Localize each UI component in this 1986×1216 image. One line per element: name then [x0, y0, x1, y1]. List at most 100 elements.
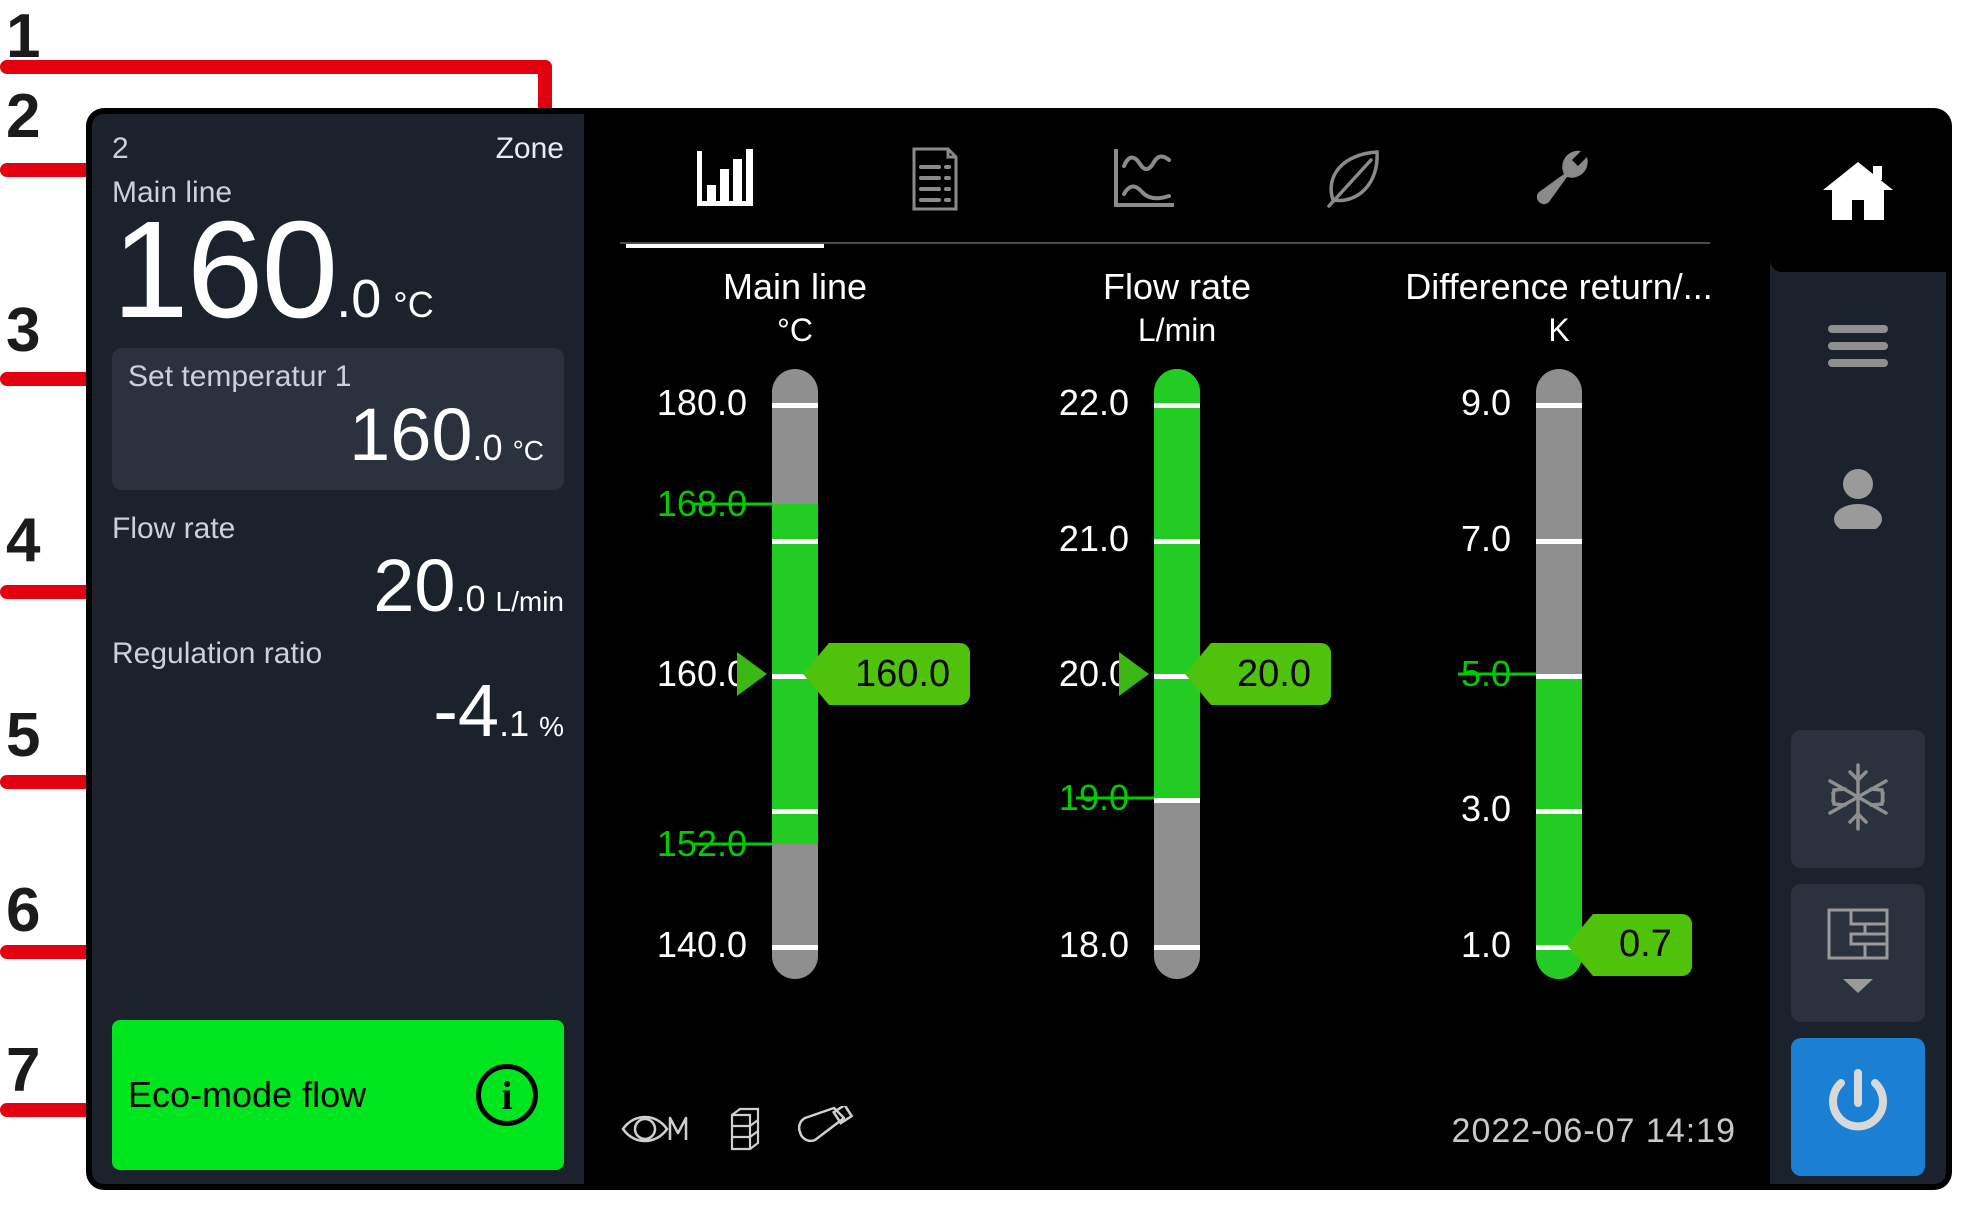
eye-monitor-icon[interactable] [620, 1107, 696, 1156]
gauge-2-label-22: 22.0 [1058, 382, 1129, 424]
info-icon[interactable]: i [476, 1064, 538, 1126]
gauge-3-body[interactable]: 9.0 7.0 5.0 3.0 1.0 0.7 [1368, 369, 1750, 979]
user-icon [1826, 467, 1890, 534]
gauge-2-tick-19 [1154, 798, 1200, 804]
callout-number-4: 4 [6, 506, 41, 575]
right-sidebar [1770, 114, 1946, 1184]
tab-document-list[interactable] [830, 120, 1040, 238]
gauge-2-title: Flow rate [1102, 266, 1252, 307]
gauge-2-fill [1154, 369, 1200, 799]
power-button[interactable] [1791, 1038, 1925, 1176]
menu-button[interactable] [1770, 272, 1946, 424]
gauge-2-tick-18 [1154, 944, 1200, 950]
tab-bar-chart[interactable] [620, 120, 830, 248]
gauge-3-leader-5 [1458, 672, 1536, 676]
gauge-2-pointer [1119, 652, 1149, 696]
setpoint-value-unit: °C [512, 435, 544, 467]
left-status-panel: 2 Zone Main line 160 .0 °C Set temperatu… [92, 114, 584, 1184]
setpoint-value-decimal: .0 [472, 427, 503, 469]
zone-select-button[interactable] [1791, 884, 1925, 1022]
zone-layout-icon [1823, 906, 1893, 977]
database-icon[interactable] [726, 1105, 764, 1158]
tab-wrench[interactable] [1460, 120, 1670, 238]
gauge-flow-rate: Flow rate L/min 22.0 21.0 20.0 [986, 266, 1368, 1088]
main-line-label: Main line [112, 176, 233, 209]
cooling-button[interactable] [1791, 730, 1925, 868]
main-content-area: Main line °C 180.0 168.0 [584, 114, 1770, 1184]
gauge-3-tick-9 [1536, 403, 1582, 409]
gauge-1-tick-170 [772, 538, 818, 544]
tab-bar [584, 114, 1770, 248]
usb-stick-icon[interactable] [794, 1102, 856, 1157]
flow-rate-block: Flow rate 20 .0 L/min [112, 512, 564, 623]
callout-number-5: 5 [6, 701, 41, 770]
gauge-3-label-1: 1.0 [1460, 923, 1511, 965]
gauge-2-tick-20 [1154, 674, 1200, 679]
gauge-2-body[interactable]: 22.0 21.0 20.0 19.0 18.0 20.0 [986, 369, 1368, 979]
regulation-ratio-value-integer: -4 [433, 669, 500, 753]
zone-number: 2 [112, 132, 129, 165]
gauge-1-unit: °C [777, 312, 813, 348]
gauge-1-tick-180 [772, 403, 818, 409]
gauge-1-label-140: 140.0 [656, 923, 747, 965]
flow-rate-value: 20 .0 L/min [112, 549, 564, 623]
setpoint-value-integer: 160 [349, 393, 473, 477]
gauge-3-tick-1 [1536, 944, 1582, 950]
gauge-main-line: Main line °C 180.0 168.0 [604, 266, 986, 1088]
callout-number-1: 1 [6, 2, 41, 71]
main-line-value-integer: 160 [112, 193, 338, 347]
timestamp: 2022-06-07 14:19 [1451, 1111, 1736, 1150]
gauge-2-label-21: 21.0 [1058, 517, 1129, 559]
gauge-2-label-18: 18.0 [1058, 923, 1129, 965]
tab-leaf[interactable] [1250, 120, 1460, 238]
hmi-device-screen: 2 Zone Main line 160 .0 °C Set temperatu… [86, 108, 1952, 1190]
home-icon [1819, 156, 1897, 231]
gauge-2-unit: L/min [1137, 312, 1217, 348]
gauge-3-title: Difference return/... [1405, 266, 1713, 307]
flow-rate-label: Flow rate [112, 512, 236, 546]
gauge-3-label-3: 3.0 [1460, 788, 1511, 830]
gauge-2-leader-19 [1076, 796, 1154, 800]
tab-trend-chart[interactable] [1040, 120, 1250, 238]
user-button[interactable] [1770, 424, 1946, 576]
snowflake-icon [1820, 759, 1896, 840]
gauge-1-tick-150 [772, 809, 818, 815]
gauge-1-pointer [737, 652, 767, 696]
flow-rate-value-integer: 20 [373, 544, 456, 628]
status-bar: 2022-06-07 14:19 [584, 1088, 1770, 1184]
callout-number-2: 2 [6, 82, 41, 151]
gauge-1-tick-160 [772, 674, 818, 679]
gauge-1-title: Main line [722, 266, 868, 307]
setpoint-value: 160 .0 °C [128, 398, 544, 472]
gauge-3-tick-3 [1536, 809, 1582, 815]
gauge-1-body[interactable]: 180.0 168.0 160.0 152.0 140.0 160.0 [604, 369, 986, 979]
gauge-1-label-180: 180.0 [656, 382, 747, 424]
flow-rate-value-decimal: .0 [455, 578, 486, 620]
gauge-3-label-9: 9.0 [1460, 382, 1511, 424]
flow-rate-value-unit: L/min [495, 586, 564, 618]
zone-header: 2 Zone [112, 132, 564, 166]
gauge-1-leader-168 [694, 502, 772, 506]
eco-mode-flow-button[interactable]: Eco-mode flow i [112, 1020, 564, 1170]
regulation-ratio-value-decimal: .1 [499, 703, 530, 745]
callout-number-7: 7 [6, 1036, 41, 1105]
gauge-3-unit: K [1548, 312, 1570, 348]
setpoint-card[interactable]: Set temperatur 1 160 .0 °C [112, 348, 564, 491]
regulation-ratio-block: Regulation ratio -4 .1 % [112, 637, 564, 748]
eco-mode-flow-label: Eco-mode flow [128, 1074, 367, 1115]
callout-line-1 [0, 60, 552, 74]
home-button[interactable] [1770, 114, 1946, 272]
callout-number-6: 6 [6, 876, 41, 945]
setpoint-label: Set temperatur 1 [128, 360, 352, 394]
gauge-3-tick-5 [1536, 674, 1582, 679]
zone-label: Zone [495, 132, 564, 165]
gauge-2-label-20: 20.0 [1058, 653, 1129, 694]
gauge-group: Main line °C 180.0 168.0 [584, 244, 1770, 1088]
chevron-down-icon [1841, 977, 1875, 1000]
gauge-1-tick-140 [772, 944, 818, 950]
power-icon [1821, 1067, 1895, 1148]
gauge-difference-return: Difference return/... K 9.0 7.0 5.0 [1368, 266, 1750, 1088]
hamburger-menu-icon [1825, 322, 1891, 375]
tab-bar-divider [620, 242, 1710, 244]
